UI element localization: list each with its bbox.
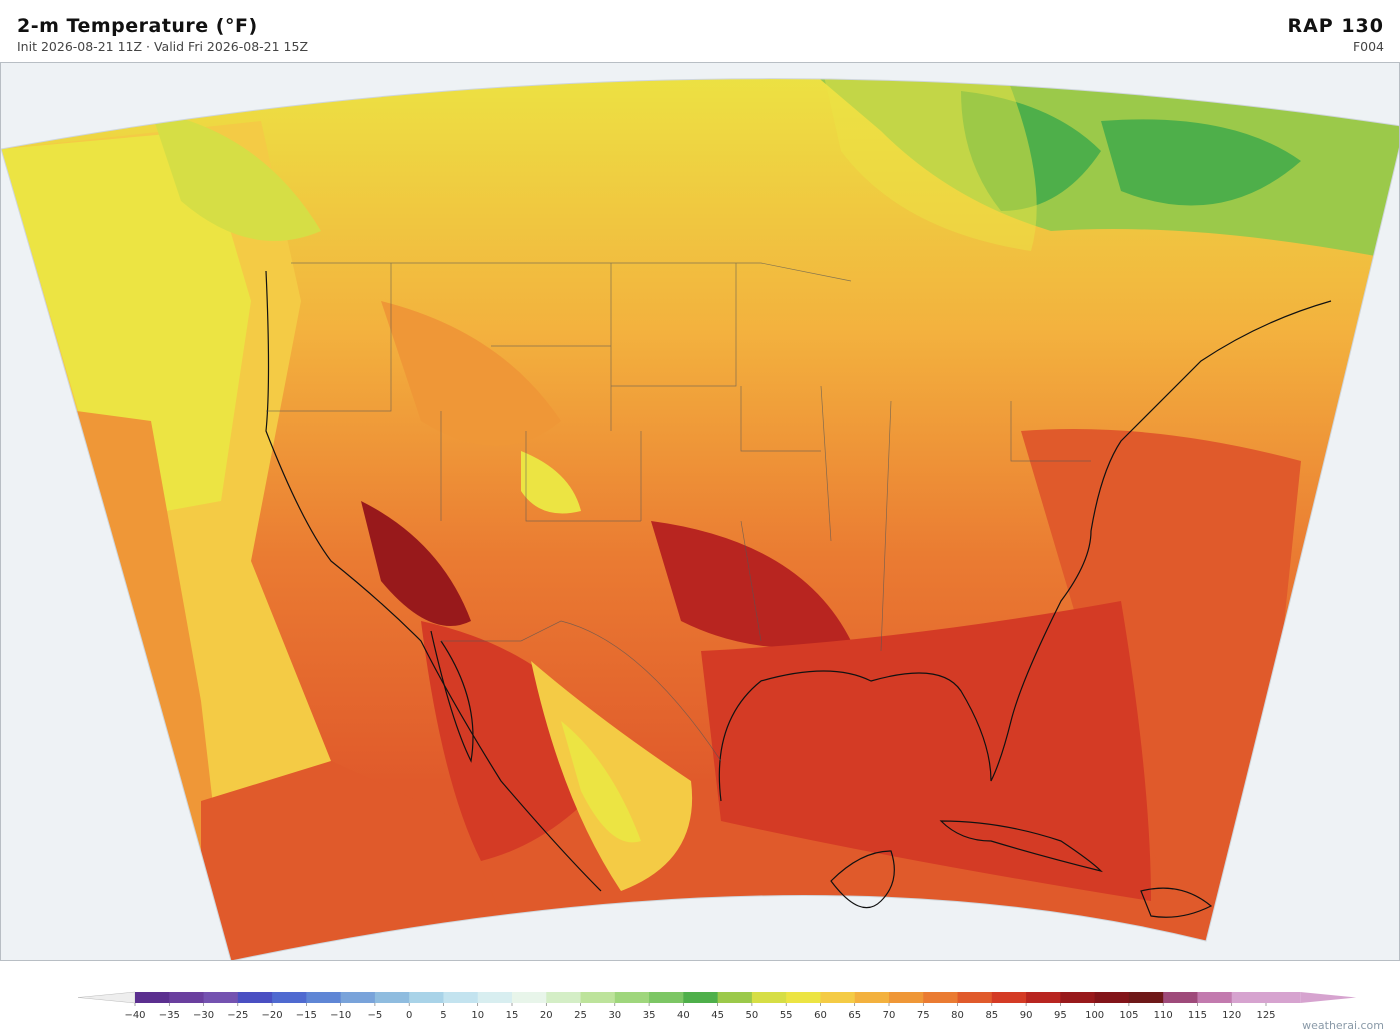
watermark: weatherai.com xyxy=(1302,1019,1384,1032)
map-canvas xyxy=(1,78,1399,960)
header: 2-m Temperature (°F) Init 2026-08-21 11Z… xyxy=(0,0,1400,62)
colorbar-segment xyxy=(1163,992,1198,1003)
colorbar-segment xyxy=(1060,992,1096,1003)
colorbar-tick-label: −35 xyxy=(159,1010,180,1021)
colorbar-tick-label: 10 xyxy=(471,1010,484,1021)
coastlines xyxy=(265,270,1332,918)
colorbar-tick-label: 25 xyxy=(574,1010,587,1021)
colorbar-tick-label: 50 xyxy=(746,1010,759,1021)
colorbar-tick-label: 125 xyxy=(1256,1010,1275,1021)
colorbar-tick-label: 65 xyxy=(848,1010,861,1021)
colorbar-tick-label: −15 xyxy=(296,1010,317,1021)
colorbar-tick-label: 75 xyxy=(917,1010,930,1021)
colorbar-over-box xyxy=(1266,992,1301,1003)
colorbar-tick-label: 70 xyxy=(883,1010,896,1021)
colorbar-tick-label: 15 xyxy=(506,1010,519,1021)
colorbar-segment xyxy=(340,992,376,1003)
colorbar-segment xyxy=(786,992,821,1003)
colorbar-segment xyxy=(854,992,890,1003)
colorbar-tick-label: 120 xyxy=(1222,1010,1241,1021)
colorbar-segment xyxy=(477,992,513,1003)
colorbar-tick-label: 90 xyxy=(1020,1010,1033,1021)
colorbar-tick-label: 30 xyxy=(608,1010,621,1021)
colorbar-segment xyxy=(443,992,479,1003)
colorbar-segment xyxy=(169,992,205,1003)
colorbar: −40 −35 −30 −25 −20 −15 −10 −5 0 5 10 15 20 25 30 35 40 4… xyxy=(77,991,1357,1021)
colorbar-segment xyxy=(1128,992,1164,1003)
colorbar-tick-label: 115 xyxy=(1188,1010,1207,1021)
colorbar-tick-label: 60 xyxy=(814,1010,827,1021)
temperature-field xyxy=(1,78,1399,960)
colorbar-segment xyxy=(1094,992,1130,1003)
colorbar-segment xyxy=(580,992,616,1003)
colorbar-tick-label: 85 xyxy=(985,1010,998,1021)
forecast-hour: F004 xyxy=(1352,39,1384,54)
colorbar-segment xyxy=(135,992,170,1003)
colorbar-tick-label: 100 xyxy=(1085,1010,1104,1021)
colorbar-segment xyxy=(272,992,307,1003)
colorbar-segment xyxy=(957,992,993,1003)
colorbar-segment xyxy=(751,992,787,1003)
colorbar-tick-label: −25 xyxy=(227,1010,248,1021)
colorbar-segment xyxy=(717,992,753,1003)
colorbar-segment xyxy=(1231,992,1267,1003)
colorbar-tick-label: 40 xyxy=(677,1010,690,1021)
colorbar-tick-label: 80 xyxy=(951,1010,964,1021)
colorbar-segment xyxy=(1197,992,1233,1003)
colorbar-segment xyxy=(889,992,924,1003)
colorbar-segment xyxy=(1026,992,1061,1003)
colorbar-under xyxy=(77,991,136,1004)
colorbar-tick-label: −40 xyxy=(124,1010,145,1021)
colorbar-segment xyxy=(614,992,650,1003)
colorbar-segment xyxy=(991,992,1027,1003)
borders xyxy=(266,262,1091,762)
colorbar-tick-label: 95 xyxy=(1054,1010,1067,1021)
colorbar-tick-label: −10 xyxy=(330,1010,351,1021)
colorbar-segment xyxy=(923,992,959,1003)
map-title: 2-m Temperature (°F) xyxy=(17,15,258,37)
colorbar-segment xyxy=(546,992,582,1003)
colorbar-tick-label: 45 xyxy=(711,1010,724,1021)
colorbar-tick-label: 55 xyxy=(780,1010,793,1021)
colorbar-tick-label: 5 xyxy=(440,1010,446,1021)
colorbar-segment xyxy=(237,992,273,1003)
colorbar-tick-label: −20 xyxy=(262,1010,283,1021)
map xyxy=(0,62,1400,961)
colorbar-tick-label: 35 xyxy=(643,1010,656,1021)
colorbar-tick-label: 105 xyxy=(1119,1010,1138,1021)
colorbar-tick-label: 20 xyxy=(540,1010,553,1021)
model-name: RAP 130 xyxy=(1287,15,1384,37)
colorbar-segment xyxy=(820,992,856,1003)
colorbar-segment xyxy=(203,992,239,1003)
colorbar-segment xyxy=(512,992,547,1003)
colorbar-segment xyxy=(409,992,444,1003)
colorbar-segment xyxy=(649,992,684,1003)
colorbar-tick-label: 0 xyxy=(406,1010,412,1021)
colorbar-segment xyxy=(683,992,719,1003)
colorbar-over xyxy=(1300,992,1357,1003)
colorbar-segment xyxy=(306,992,342,1003)
run-times: Init 2026-08-21 11Z · Valid Fri 2026-08-… xyxy=(17,39,309,54)
colorbar-tick-label: −30 xyxy=(193,1010,214,1021)
colorbar-tick-label: −5 xyxy=(368,1010,383,1021)
colorbar-tick-label: 110 xyxy=(1154,1010,1173,1021)
colorbar-segment xyxy=(374,992,410,1003)
